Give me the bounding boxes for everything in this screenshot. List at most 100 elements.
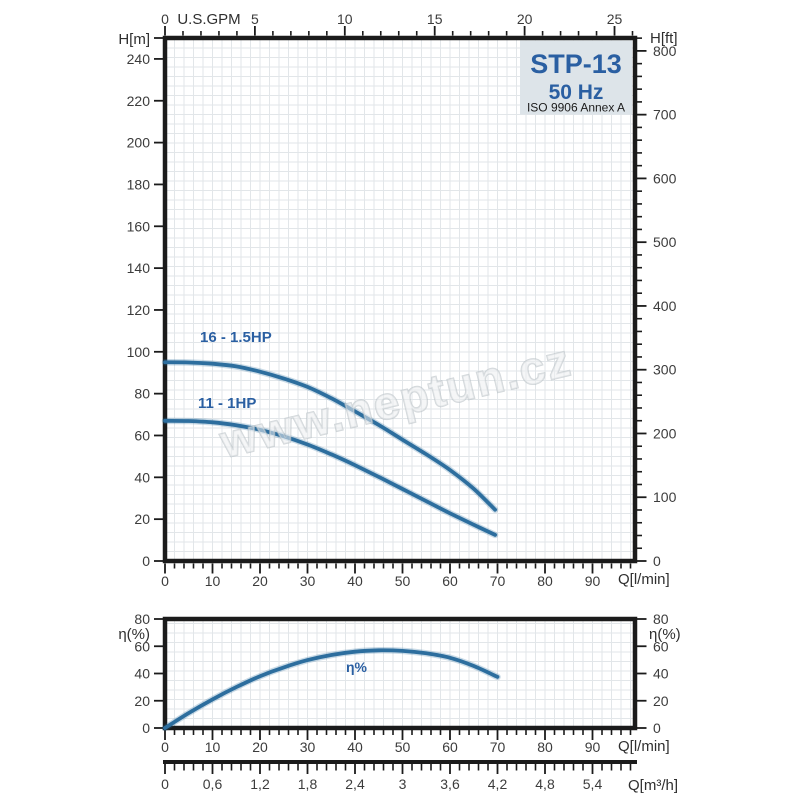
- tick-label: 80: [134, 611, 150, 627]
- tick-label: 3,6: [440, 776, 460, 792]
- scale-ticks: 0 0,6 1,2 1,8 2,4 3 3,6 4,2 4,8 5,4: [161, 764, 632, 792]
- bottom-axis-unit-label: Q[l/min]: [618, 571, 670, 588]
- plot-border: [162, 35, 638, 564]
- tick-label: 60: [653, 638, 669, 654]
- tick-label: 700: [653, 107, 677, 123]
- tick-label: 0: [142, 720, 150, 736]
- tick-label: 0: [161, 739, 169, 755]
- plot-border: [162, 616, 638, 731]
- tick-label: 5: [251, 11, 259, 27]
- curve-11-1hp: [163, 418, 497, 537]
- curve-label-11-1hp: 11 - 1HP: [198, 395, 256, 412]
- tick-label: 80: [134, 386, 150, 402]
- head-curves: [161, 359, 499, 539]
- model-name: STP-13: [530, 49, 622, 79]
- tick-label: 10: [337, 11, 353, 27]
- tick-label: 400: [653, 298, 677, 314]
- tick-label: 40: [134, 666, 150, 682]
- right-axis-unit-label: H[ft]: [650, 30, 678, 47]
- tick-label: 240: [127, 51, 151, 67]
- tick-label: 10: [205, 739, 221, 755]
- head-chart: 0 5 10 15 20 25 0 10 20 30 40 50 60 70 80 90 240 220 200 18…: [118, 11, 677, 589]
- m3h-unit-label: Q[m³/h]: [628, 777, 678, 794]
- curve-16-1.5hp: [163, 360, 497, 512]
- tick-label: 0: [161, 573, 169, 589]
- tick-label: 0: [142, 553, 150, 569]
- tick-label: 50: [395, 573, 411, 589]
- tick-label: 60: [442, 573, 458, 589]
- tick-label: 50: [395, 739, 411, 755]
- tick-label: 0: [161, 11, 169, 27]
- eta-left-unit-label: η(%): [118, 626, 150, 643]
- grid-lines: [166, 620, 634, 727]
- tick-label: 0,6: [203, 776, 223, 792]
- tick-label: 80: [537, 739, 553, 755]
- tick-label: 60: [442, 739, 458, 755]
- top-axis-unit-label: U.S.GPM: [177, 11, 240, 28]
- tick-label: 3: [399, 776, 407, 792]
- tick-label: 0: [653, 720, 661, 736]
- tick-label: 80: [537, 573, 553, 589]
- tick-label: 220: [127, 93, 151, 109]
- tick-label: 40: [134, 469, 150, 485]
- tick-label: 25: [607, 11, 623, 27]
- tick-label: 5,4: [583, 776, 603, 792]
- tick-label: 180: [127, 176, 151, 192]
- tick-label: 1,8: [298, 776, 318, 792]
- efficiency-curve-group: [161, 647, 501, 732]
- tick-label: 80: [653, 611, 669, 627]
- tick-label: 2,4: [345, 776, 365, 792]
- tick-label: 200: [653, 425, 677, 441]
- eta-right-unit-label: η(%): [649, 626, 681, 643]
- tick-label: 10: [205, 573, 221, 589]
- tick-label: 40: [347, 573, 363, 589]
- tick-label: 600: [653, 170, 677, 186]
- tick-label: 0: [161, 776, 169, 792]
- tick-label: 90: [585, 739, 601, 755]
- tick-label: 200: [127, 135, 151, 151]
- frequency-label: 50 Hz: [549, 81, 604, 104]
- tick-label: 70: [490, 739, 506, 755]
- tick-label: 15: [427, 11, 443, 27]
- eta-curve-label: η%: [346, 659, 368, 675]
- tick-label: 90: [585, 573, 601, 589]
- tick-label: 800: [653, 43, 677, 59]
- curve-label-16-1.5hp: 16 - 1.5HP: [200, 329, 272, 346]
- tick-label: 30: [300, 739, 316, 755]
- tick-label: 40: [347, 739, 363, 755]
- tick-label: 20: [252, 739, 268, 755]
- grid-lines: [166, 39, 634, 560]
- watermark-text: www.neptun.cz: [214, 333, 576, 468]
- left-axis-unit-label: H[m]: [118, 31, 150, 48]
- tick-label: 4,8: [535, 776, 555, 792]
- tick-label: 60: [134, 638, 150, 654]
- tick-label: 0: [653, 553, 661, 569]
- tick-label: 4,2: [488, 776, 508, 792]
- tick-label: 20: [134, 693, 150, 709]
- tick-label: 60: [134, 427, 150, 443]
- tick-label: 120: [127, 302, 151, 318]
- tick-label: 20: [517, 11, 533, 27]
- tick-label: 100: [653, 489, 677, 505]
- standard-label: ISO 9906 Annex A: [527, 101, 625, 115]
- tick-label: 300: [653, 362, 677, 378]
- tick-label: 20: [653, 693, 669, 709]
- tick-label: 70: [490, 573, 506, 589]
- tick-label: 160: [127, 218, 151, 234]
- m3h-scale: 0 0,6 1,2 1,8 2,4 3 3,6 4,2 4,8 5,4 Q[m³/h]: [161, 760, 678, 794]
- tick-label: 100: [127, 344, 151, 360]
- curve-eta: [163, 648, 500, 730]
- model-box-background: [520, 40, 632, 115]
- model-info-box: STP-13 50 Hz ISO 9906 Annex A: [520, 40, 632, 115]
- axis-ticks: 0 5 10 15 20 25 0 10 20 30 40 50 60 70 80 90 240 220 200 18…: [127, 11, 677, 589]
- tick-label: 40: [653, 666, 669, 682]
- eff-bottom-axis-unit-label: Q[l/min]: [618, 738, 670, 755]
- tick-label: 500: [653, 234, 677, 250]
- tick-label: 30: [300, 573, 316, 589]
- tick-label: 140: [127, 260, 151, 276]
- tick-label: 20: [134, 511, 150, 527]
